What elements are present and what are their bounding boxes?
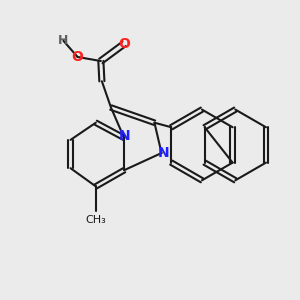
- Text: CH₃: CH₃: [85, 215, 106, 225]
- Text: N: N: [118, 129, 130, 143]
- Text: O: O: [118, 37, 130, 51]
- Text: N: N: [158, 146, 170, 160]
- Text: H: H: [58, 34, 69, 47]
- Text: O: O: [72, 50, 84, 64]
